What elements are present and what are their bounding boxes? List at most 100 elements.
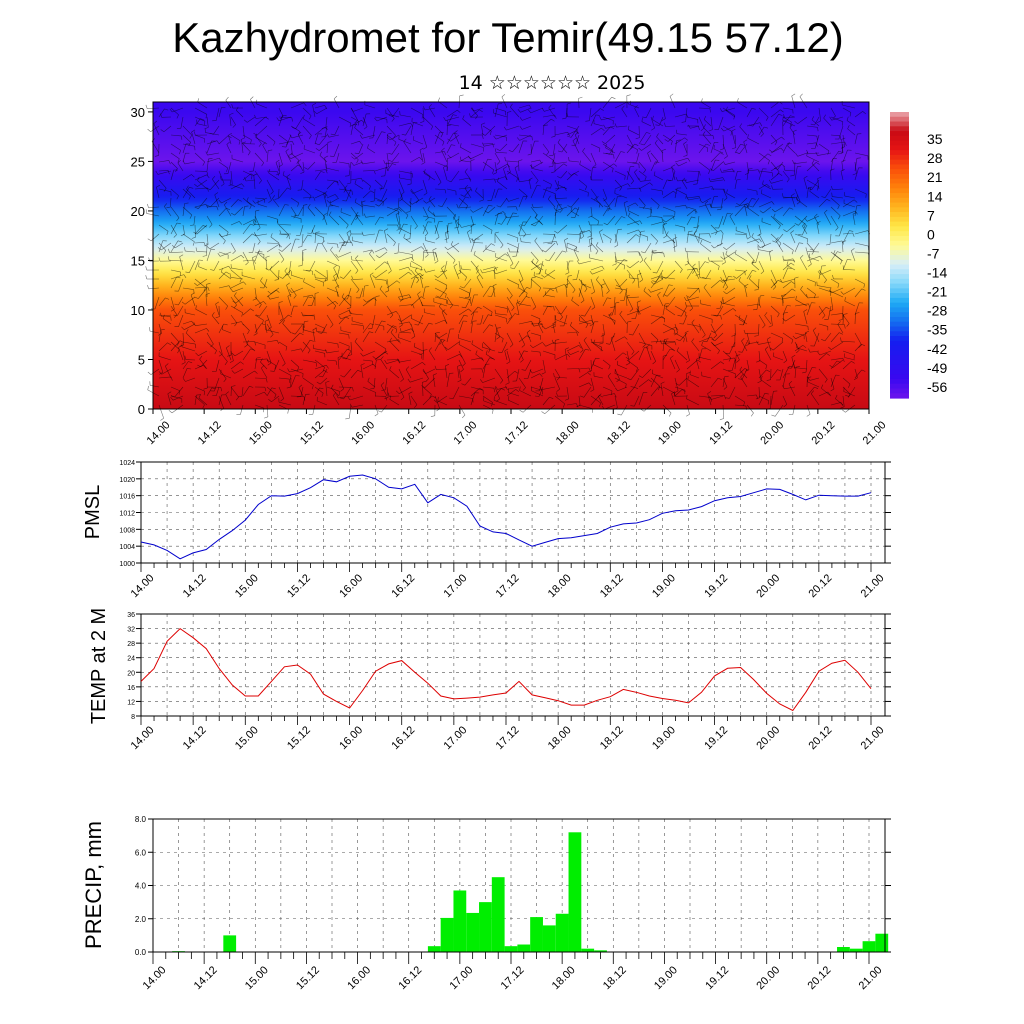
wind-barb [699,356,712,361]
wind-barb [230,281,244,289]
wind-barb [570,125,580,138]
wind-barb [626,229,639,235]
wind-barb-flag [591,306,596,310]
wind-barb [379,251,388,259]
wind-barb-flag [557,180,559,185]
wind-barb [770,215,781,226]
wind-barb [314,364,327,370]
wind-barb-flag [778,225,781,230]
wind-barb [494,323,500,338]
wind-barb-flag [278,249,283,252]
wind-barb [518,278,525,292]
wind-barb-flag [285,346,288,351]
wind-barb-flag [397,358,400,363]
wind-barb-flag [364,285,369,287]
wind-barb-flag [733,275,737,279]
x-tick-label: 20.00 [754,964,782,992]
wind-barb [218,350,228,362]
wind-barb [602,143,614,151]
wind-barb [566,247,580,253]
wind-barb-flag [595,195,599,200]
colorbar-segment [890,269,909,275]
wind-barb-flag [377,200,382,202]
wind-barb-flag [670,141,673,145]
wind-barb [590,242,599,252]
wind-barb [410,107,424,115]
wind-barb-flag [431,395,436,399]
wind-barb [434,339,442,352]
wind-barb [554,368,561,378]
wind-barb-flag [724,155,728,159]
wind-barb-flag [291,141,295,146]
wind-barb-flag [237,395,243,398]
wind-barb-flag [719,301,724,305]
wind-barb [362,359,373,362]
wind-barb [212,179,220,190]
wind-barb [770,173,779,181]
wind-barb-flag [267,290,271,294]
wind-barb-flag [182,378,186,382]
colorbar-segment [890,345,909,351]
wind-barb-flag [145,104,148,109]
wind-barb [626,296,634,310]
wind-barb [824,188,832,198]
y-tick-label: 5 [138,352,145,367]
wind-barb [846,120,856,127]
wind-barb [814,216,820,226]
wind-barb [447,303,460,307]
wind-barb-flag [249,205,252,210]
x-tick-label: 21.00 [857,964,885,992]
wind-barb [278,152,283,165]
wind-barb [476,277,484,289]
wind-barb [518,335,528,343]
wind-barb [673,238,676,253]
wind-barb [590,265,603,271]
wind-barb-flag [521,344,525,348]
wind-barb [539,260,544,274]
wind-barb-flag [420,121,425,123]
wind-barb-flag [656,133,659,137]
wind-barb [602,208,609,217]
wind-barb [711,395,724,400]
wind-barb-flag [501,94,506,98]
wind-barb [570,325,580,334]
wind-barb-flag [473,250,476,255]
wind-barb [638,251,644,261]
wind-barb [590,206,593,217]
wind-barb [242,173,252,181]
wind-barb [290,306,294,316]
wind-barb-flag [674,332,678,336]
wind-barb [650,377,661,387]
wind-barb [302,394,306,406]
wind-barb-flag [803,175,808,179]
wind-barb [571,300,580,307]
wind-barb [434,221,439,235]
wind-barb [426,197,436,204]
wind-barb-flag [510,267,515,270]
wind-barb [312,329,316,343]
wind-barb-flag [401,133,406,136]
wind-barb [182,143,187,154]
wind-barb [746,394,757,397]
wind-barb-flag [444,246,448,250]
wind-barb-flag [351,156,355,160]
wind-barb [190,294,196,307]
wind-barb-flag [354,338,358,342]
colorbar-label: 0 [927,226,935,242]
colorbar-segment [890,183,909,189]
wind-barb [626,143,635,154]
wind-barb [760,379,772,388]
wind-barb [777,161,784,170]
wind-barb-flag [470,159,475,161]
wind-barb [841,139,844,154]
wind-barb [681,305,688,317]
wind-barb-flag [686,413,690,417]
x-tick-label: 20.12 [806,724,834,752]
wind-barb [458,308,469,316]
wind-barb [194,134,205,139]
wind-barb-flag [265,255,270,258]
wind-barb [806,287,816,295]
wind-barb [170,224,177,235]
wind-barb [707,393,712,406]
wind-barb-flag [708,170,711,175]
